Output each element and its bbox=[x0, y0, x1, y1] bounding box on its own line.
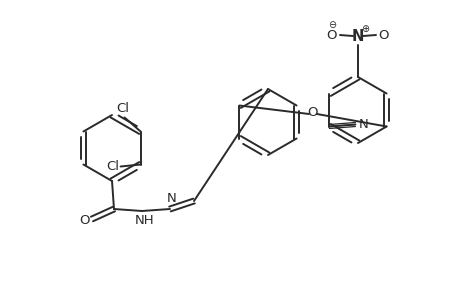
Text: N: N bbox=[167, 193, 177, 206]
Text: O: O bbox=[326, 28, 336, 41]
Text: NH: NH bbox=[135, 214, 155, 227]
Text: ⊖: ⊖ bbox=[327, 20, 336, 30]
Text: N: N bbox=[358, 118, 368, 131]
Text: ⊕: ⊕ bbox=[360, 24, 368, 34]
Text: N: N bbox=[351, 28, 364, 44]
Text: O: O bbox=[79, 214, 90, 227]
Text: Cl: Cl bbox=[116, 102, 129, 115]
Text: Cl: Cl bbox=[106, 160, 119, 173]
Text: O: O bbox=[307, 106, 318, 118]
Text: O: O bbox=[378, 28, 388, 41]
